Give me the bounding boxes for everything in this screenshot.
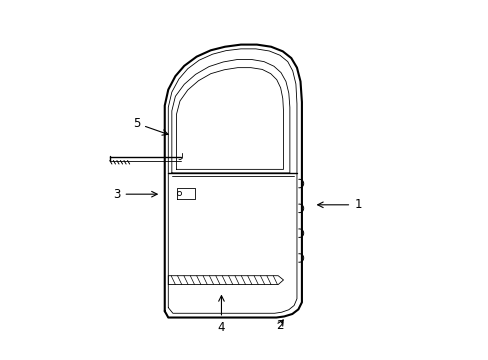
Text: 2: 2 xyxy=(276,319,283,332)
Text: 1: 1 xyxy=(317,198,361,211)
Text: 5: 5 xyxy=(132,117,168,135)
Text: 3: 3 xyxy=(113,188,157,201)
Text: 4: 4 xyxy=(217,296,225,334)
